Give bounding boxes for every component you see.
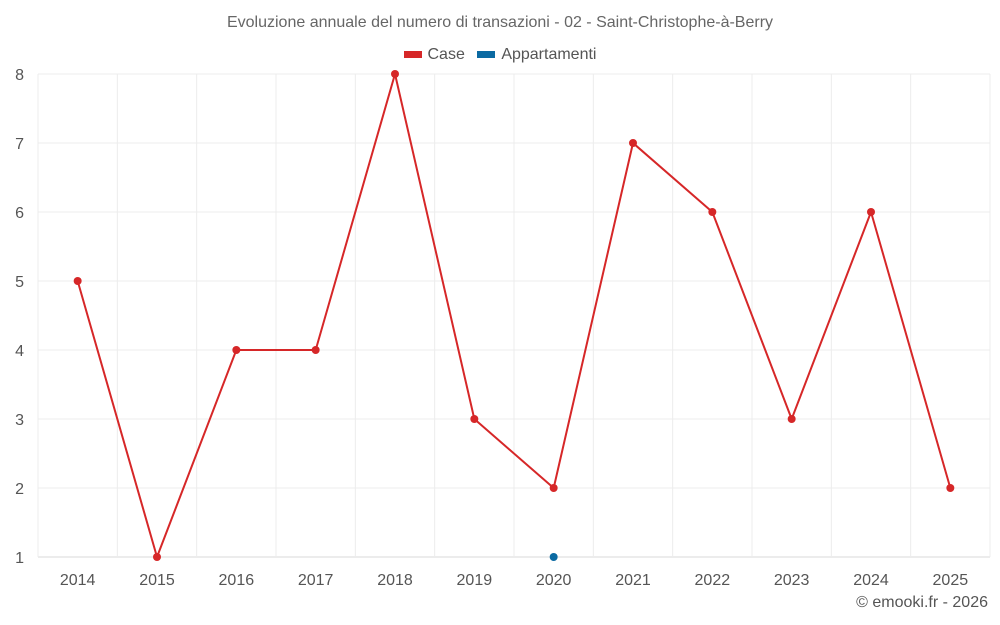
legend-swatch-appartamenti [477,51,496,58]
x-tick-label: 2018 [377,572,413,589]
x-tick-label: 2025 [933,572,969,589]
data-point-marker[interactable] [867,208,875,216]
legend-item-case[interactable]: Case [403,45,465,64]
data-point-marker[interactable] [549,553,558,561]
x-tick-label: 2019 [457,572,493,589]
data-point-marker[interactable] [629,139,637,147]
x-tick-label: 2024 [853,572,889,589]
chart-title: Evoluzione annuale del numero di transaz… [226,14,774,31]
legend-label-case: Case [427,45,465,63]
axis-labels: 1 2 3 4 5 6 7 8 2014 2015 2016 2017 2018 2019 2020 2021… [15,67,968,589]
x-tick-label: 2022 [695,572,731,589]
x-tick-label: 2016 [219,572,255,589]
data-point-marker[interactable] [470,415,479,423]
y-tick-label: 3 [15,412,24,429]
x-tick-label: 2017 [298,572,334,589]
x-tick-label: 2021 [615,572,651,589]
data-point-marker[interactable] [311,346,320,354]
data-point-marker[interactable] [391,70,399,78]
series-layer [73,70,955,561]
y-tick-label: 2 [15,481,24,498]
x-tick-label: 2023 [774,572,810,589]
data-point-marker[interactable] [946,484,955,492]
y-tick-label: 7 [15,136,24,153]
data-point-marker[interactable] [708,208,717,216]
x-tick-label: 2014 [60,572,96,589]
y-tick-label: 4 [15,343,24,360]
data-point-marker[interactable] [549,484,558,492]
copyright-credit: © emooki.fr - 2026 [856,594,988,611]
grid-lines [37,73,991,558]
legend-item-appartamenti[interactable]: Appartamenti [477,46,596,64]
y-tick-label: 5 [15,274,24,291]
data-point-marker[interactable] [232,346,241,354]
x-tick-label: 2020 [536,572,572,589]
y-tick-label: 8 [15,67,24,84]
data-point-marker[interactable] [787,415,796,423]
series-line [76,73,952,558]
data-point-marker[interactable] [73,277,82,285]
legend-label-appartamenti: Appartamenti [501,45,597,63]
y-tick-label: 1 [15,550,24,567]
data-point-marker[interactable] [153,553,161,561]
legend-swatch-case [403,51,422,58]
legend: Case Appartamenti [0,45,1000,64]
x-tick-label: 2015 [139,572,175,589]
y-tick-label: 6 [15,205,24,222]
